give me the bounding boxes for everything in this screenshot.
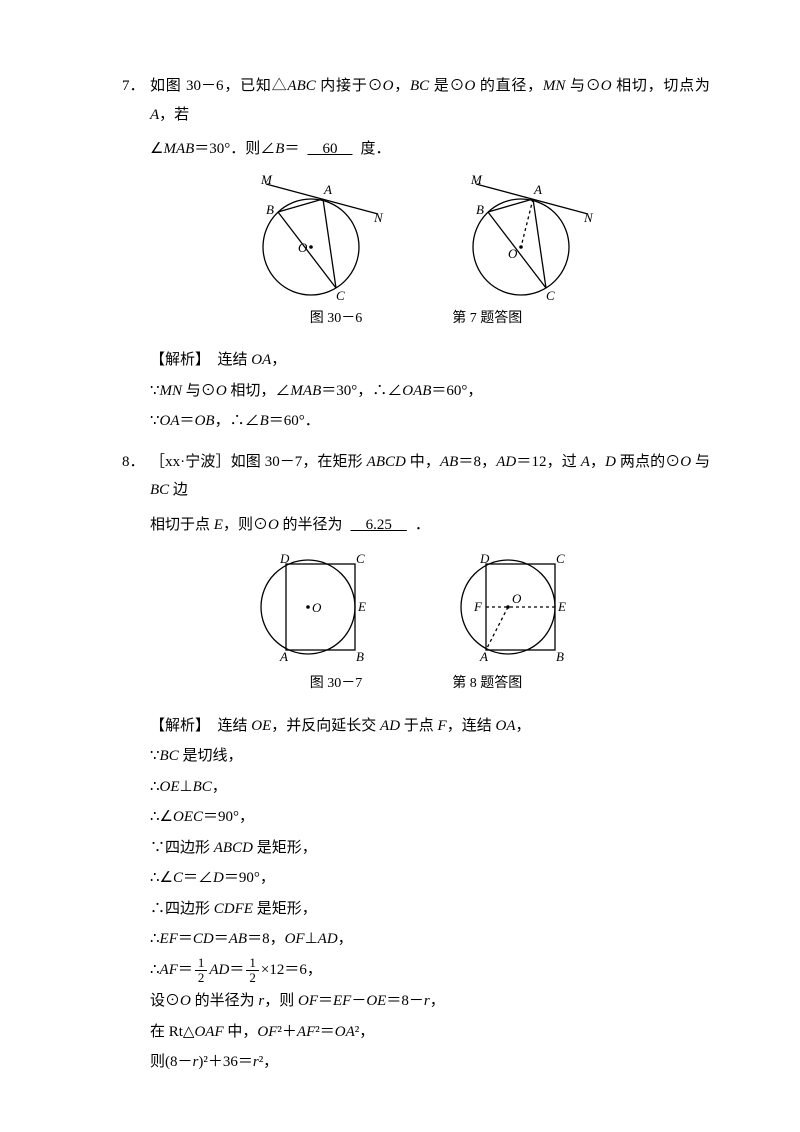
svg-text:C: C: [546, 288, 555, 302]
figure-7-answer: M A B N O C: [446, 172, 596, 302]
fraction-half: 12: [195, 956, 208, 986]
svg-text:M: M: [260, 172, 273, 187]
svg-text:C: C: [356, 551, 365, 566]
solution-8-l9: 设⊙O 的半径为 r，则 OF＝EF－OE＝8－r，: [150, 987, 710, 1016]
svg-text:C: C: [336, 288, 345, 302]
figure-8-answer: D C A B F O E: [446, 547, 586, 667]
svg-text:N: N: [583, 210, 594, 225]
caption-7-ans: 第 7 题答图: [452, 306, 522, 333]
svg-text:O: O: [508, 246, 518, 261]
solution-8-l10: 在 Rt△OAF 中，OF²＋AF²＝OA²，: [150, 1018, 710, 1047]
problem-number: 8．: [122, 448, 150, 505]
solution-8-l3: ∴∠OEC＝90°，: [150, 803, 710, 832]
figure-8-row: D C A B O E D C A B F O E: [122, 547, 710, 667]
solution-8-l4: ∵四边形 ABCD 是矩形，: [150, 834, 710, 863]
fraction-half: 12: [246, 956, 259, 986]
problem-number: 7．: [122, 72, 150, 129]
figure-30-7: D C A B O E: [246, 547, 386, 667]
svg-text:E: E: [357, 599, 366, 614]
solution-8-l2: ∴OE⊥BC，: [150, 773, 710, 802]
answer-8: 6.25: [343, 517, 415, 533]
solution-8-l1: ∵BC 是切线，: [150, 742, 710, 771]
solution-8-l5: ∴∠C＝∠D＝90°，: [150, 864, 710, 893]
solution-7-step1: ∵MN 与⊙O 相切，∠MAB＝30°，∴∠OAB＝60°，: [150, 377, 710, 406]
svg-text:A: A: [279, 649, 288, 664]
problem-7: 7． 如图 30－6，已知△ABC 内接于⊙O，BC 是⊙O 的直径，MN 与⊙…: [122, 72, 710, 129]
answer-7: 60: [299, 141, 360, 157]
svg-text:B: B: [556, 649, 564, 664]
svg-text:A: A: [323, 182, 332, 197]
caption-8-ans: 第 8 题答图: [452, 671, 522, 698]
caption-30-7: 图 30－7: [310, 671, 363, 698]
svg-text:D: D: [279, 551, 290, 566]
caption-8-row: 图 30－7 第 8 题答图: [122, 671, 710, 698]
svg-text:E: E: [557, 599, 566, 614]
problem-8: 8． ［xx·宁波］如图 30－7，在矩形 ABCD 中，AB＝8，AD＝12，…: [122, 448, 710, 505]
solution-7-label: 【解析】 连结 OA，: [150, 346, 710, 375]
svg-text:O: O: [312, 600, 322, 615]
figure-30-6: M A B N O C: [236, 172, 386, 302]
caption-7-row: 图 30－6 第 7 题答图: [122, 306, 710, 333]
figure-7-row: M A B N O C M A B N O C: [122, 172, 710, 302]
solution-8-l6: ∴四边形 CDFE 是矩形，: [150, 895, 710, 924]
svg-text:M: M: [470, 172, 483, 187]
solution-8-label: 【解析】 连结 OE，并反向延长交 AD 于点 F，连结 OA，: [150, 712, 710, 741]
caption-30-6: 图 30－6: [310, 306, 363, 333]
solution-8-l8: ∴AF＝12AD＝12×12＝6，: [150, 956, 710, 986]
problem-7-line2: ∠MAB＝30°．则∠B＝ 60 度．: [150, 135, 710, 164]
problem-text: ［xx·宁波］如图 30－7，在矩形 ABCD 中，AB＝8，AD＝12，过 A…: [150, 448, 710, 505]
svg-text:F: F: [473, 599, 483, 614]
svg-text:B: B: [476, 202, 484, 217]
svg-text:D: D: [479, 551, 490, 566]
problem-8-line2: 相切于点 E，则⊙O 的半径为 6.25 ．: [150, 511, 710, 540]
svg-text:O: O: [512, 591, 522, 606]
solution-7-step2: ∵OA＝OB，∴∠B＝60°．: [150, 407, 710, 436]
svg-text:N: N: [373, 210, 384, 225]
svg-text:B: B: [266, 202, 274, 217]
svg-text:C: C: [556, 551, 565, 566]
solution-8-l11: 则(8－r)²＋36＝r²，: [150, 1048, 710, 1077]
svg-text:A: A: [479, 649, 488, 664]
svg-text:A: A: [533, 182, 542, 197]
solution-8-l7: ∴EF＝CD＝AB＝8，OF⊥AD，: [150, 925, 710, 954]
svg-text:O: O: [298, 240, 308, 255]
problem-text: 如图 30－6，已知△ABC 内接于⊙O，BC 是⊙O 的直径，MN 与⊙O 相…: [150, 72, 710, 129]
svg-text:B: B: [356, 649, 364, 664]
